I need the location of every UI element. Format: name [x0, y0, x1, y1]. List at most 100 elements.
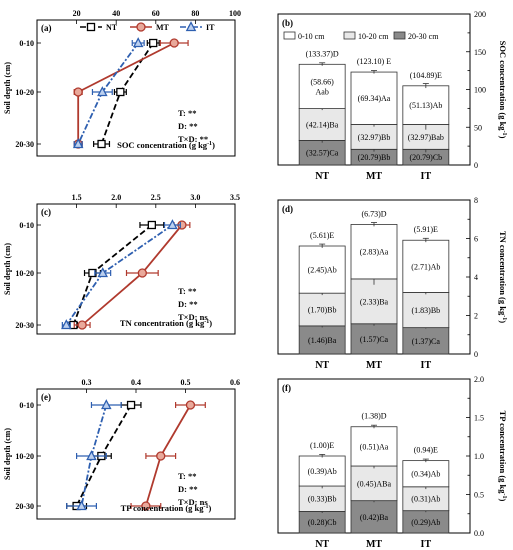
stat-annotation: D: **: [178, 121, 198, 131]
data-point: [76, 500, 87, 511]
segment-label: (51.13)Ab: [409, 101, 442, 110]
series-IT: [72, 37, 145, 149]
bar-segment: [402, 327, 450, 355]
series-IT: [66, 399, 122, 511]
x-category-label: IT: [421, 360, 432, 371]
y-tick-label: 2: [474, 312, 478, 321]
segment-label: (0.45)ABa: [357, 479, 391, 488]
total-label: (0.94)E: [414, 446, 438, 455]
legend-marker: [86, 22, 96, 32]
x-category-label: IT: [421, 171, 432, 182]
total-label: (5.91)E: [414, 225, 438, 234]
segment-label: (58.66): [310, 77, 334, 86]
x-tick-label: 0.4: [131, 378, 141, 387]
data-point: [147, 220, 156, 230]
segment-label: (1.57)Ca: [360, 335, 389, 344]
y-axis-title-sup: -1: [501, 315, 507, 320]
x-tick-label: 3.0: [190, 193, 200, 202]
panel-label: (c): [41, 207, 51, 217]
stat-annotation: T×D: ns: [178, 312, 208, 322]
y-tick-label: 0.0: [474, 529, 484, 538]
data-point: [126, 400, 136, 410]
x-tick-label: 0.5: [181, 378, 191, 387]
data-point: [185, 400, 196, 410]
segment-label: (0.39)Ab: [308, 467, 337, 476]
y-tick-label: 50: [474, 123, 482, 132]
legend-label: IT: [206, 23, 215, 32]
y-tick-label: 8: [474, 196, 478, 205]
series-NT: [68, 220, 165, 330]
plot-frame: [36, 19, 236, 157]
data-point: [97, 86, 108, 97]
x-category-label: MT: [366, 539, 382, 550]
bar-segment: [350, 323, 398, 355]
profile-panel-e: 0.3 0.4 0.5 0.6 0-10 10-20 20-30 Soil depth (cm…: [3, 378, 240, 520]
legend-swatch: [343, 31, 356, 40]
x-category-label: NT: [315, 171, 329, 182]
segment-label: Aab: [315, 87, 328, 96]
bar-stack-NT: (1.46)Ba (1.70)Bb (2.45)Ab (5.61)E: [298, 231, 346, 355]
data-point: [167, 219, 178, 230]
profile-panel-a: 20 40 60 80 100 0-10 10-20 20-30 Soil depth (cm)…: [3, 9, 241, 157]
bar-segment: [402, 291, 450, 329]
y-tick-label: 20-30: [15, 140, 34, 149]
x-axis-title: TP concentration (g kg-1): [121, 503, 212, 513]
segment-label: (42.14)Ba: [306, 121, 339, 130]
segment-label: (20.79)Bb: [358, 153, 391, 162]
segment-label: (1.37)Ca: [412, 337, 441, 346]
segment-label: (0.34)Ab: [411, 470, 440, 479]
x-tick-label: 100: [229, 9, 241, 18]
legend-swatch: [283, 31, 296, 40]
bar-stack-IT: (0.29)Ab (0.31)Ab (0.34)Ab (0.94)E: [402, 446, 450, 534]
y-axis-title-sup: -1: [501, 494, 507, 499]
bar-segment: [350, 278, 398, 325]
bar-segment: [350, 465, 398, 502]
x-category-label: MT: [366, 360, 382, 371]
legend-swatch: [393, 31, 406, 40]
legend-marker: [136, 22, 146, 32]
legend-label: NT: [106, 23, 118, 32]
data-point: [72, 138, 84, 149]
bar-segment: [402, 239, 450, 293]
series-IT: [61, 219, 181, 330]
y-axis-title: TP concentration (g kg-1): [498, 411, 508, 502]
data-point: [101, 399, 112, 410]
y-axis-title: SOC concentration (g kg-1): [498, 41, 508, 139]
y-tick-label: 100: [474, 86, 486, 95]
bar-segment: [298, 108, 346, 141]
data-point: [77, 320, 87, 330]
y-tick-label: 2.0: [474, 375, 484, 384]
bar-segment: [298, 245, 346, 294]
bar-panel-f: 0.0 0.5 1.0 1.5 2.0 TP concentration (g kg-1)…: [277, 375, 508, 550]
y-tick-label: 10-20: [15, 269, 34, 278]
bar-segment: [350, 500, 398, 534]
y-tick-label: 0: [474, 350, 478, 359]
x-tick-label: 0.6: [230, 378, 240, 387]
legend-label: 0-10 cm: [298, 32, 325, 41]
data-point: [86, 450, 97, 461]
x-axis-title: TN concentration (g kg-1): [120, 318, 212, 328]
stat-annotation: D: **: [178, 484, 198, 494]
x-tick-label: 1.5: [72, 193, 82, 202]
y-tick-label: 0.5: [474, 491, 484, 500]
y-tick-label: 0-10: [19, 221, 34, 230]
stat-annotation: D: **: [178, 299, 198, 309]
segment-label: (1.70)Bb: [308, 306, 337, 315]
data-point: [61, 319, 72, 330]
x-axis-title-rest: ): [209, 503, 212, 513]
segment-label: (0.51)Aa: [360, 442, 389, 451]
bar-segment: [350, 224, 398, 280]
x-axis-title-sup: -1: [204, 319, 209, 325]
x-tick-label: 2.0: [111, 193, 121, 202]
bar-segment: [298, 325, 346, 355]
y-tick-label: 0: [474, 161, 478, 170]
x-category-label: IT: [421, 539, 432, 550]
x-axis-title-rest: ): [212, 140, 215, 150]
panel-label: (f): [282, 383, 291, 393]
bar-stack-NT: (32.57)Ca (42.14)Ba (58.66)Aab (133.37)D: [298, 49, 346, 166]
legend: 0-10 cm 10-20 cm 20-30 cm: [283, 31, 439, 41]
bar-panel-b: 0 50 100 150 200 SOC concentration (g kg-1) (b…: [277, 10, 508, 182]
data-point: [137, 268, 147, 278]
y-tick-label: 4: [474, 273, 478, 282]
bar-segment: [298, 63, 346, 109]
